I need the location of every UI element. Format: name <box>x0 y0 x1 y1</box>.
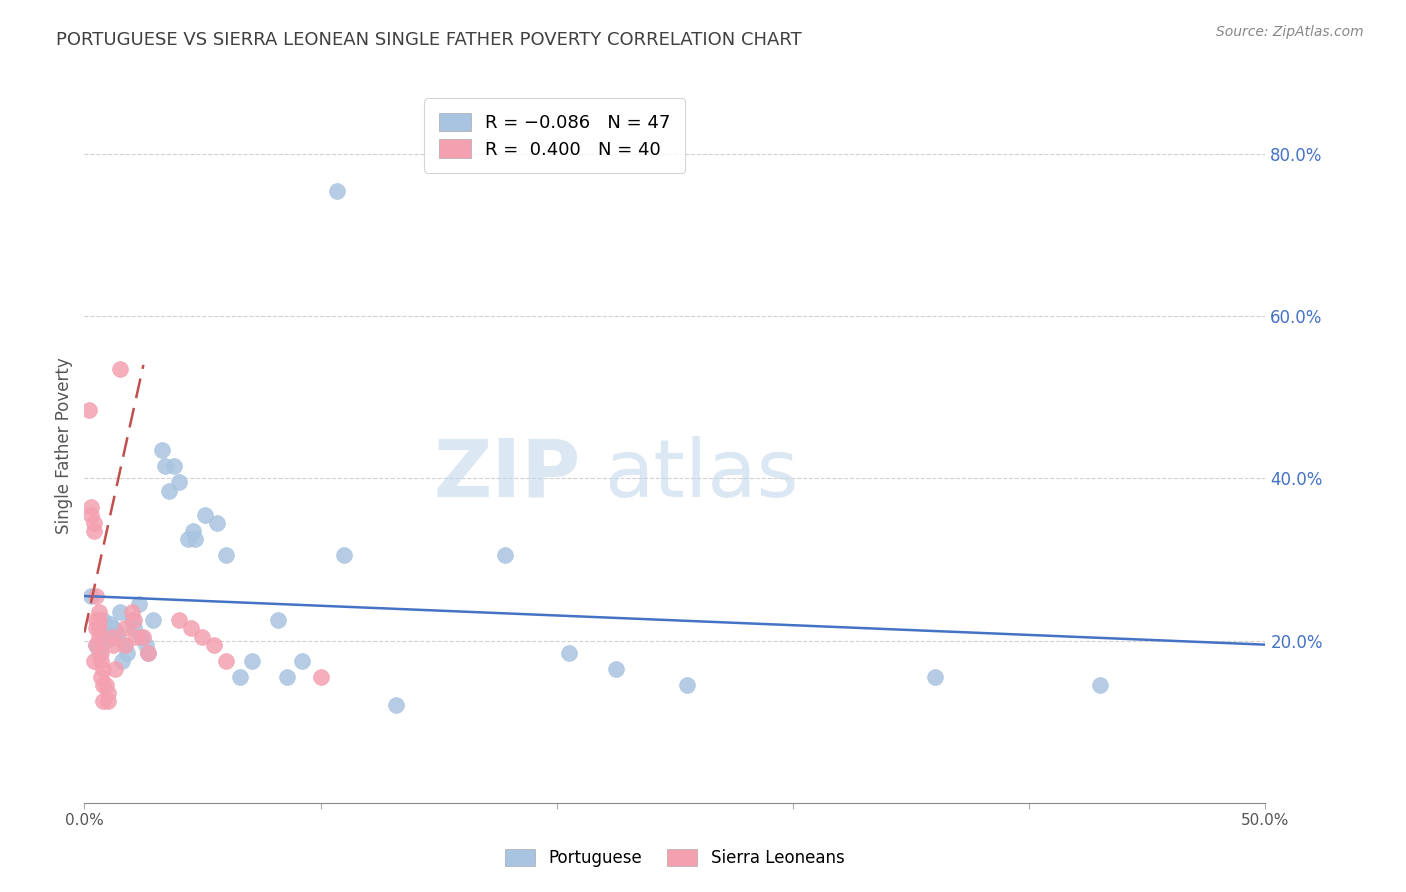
Point <box>108 605 131 619</box>
Point <box>142 613 165 627</box>
Point <box>557 646 579 660</box>
Point <box>150 443 173 458</box>
Point <box>90 646 112 660</box>
Point <box>91 694 114 708</box>
Point <box>163 459 186 474</box>
Point <box>80 500 103 514</box>
Point <box>167 475 190 490</box>
Point <box>291 654 314 668</box>
Point <box>229 670 252 684</box>
Point <box>80 589 103 603</box>
Point <box>77 402 100 417</box>
Point <box>97 694 120 708</box>
Point <box>122 613 145 627</box>
Point <box>114 638 136 652</box>
Point <box>153 459 176 474</box>
Point <box>125 630 148 644</box>
Point <box>83 654 105 668</box>
Point <box>309 670 332 684</box>
Point <box>276 670 298 684</box>
Point <box>114 638 136 652</box>
Point <box>111 654 134 668</box>
Point <box>83 516 105 530</box>
Text: ZIP: ZIP <box>433 435 581 514</box>
Point <box>194 508 217 522</box>
Point <box>202 638 225 652</box>
Point <box>333 549 356 563</box>
Point <box>87 622 110 636</box>
Point <box>84 622 107 636</box>
Point <box>605 662 627 676</box>
Point <box>121 605 143 619</box>
Point <box>135 638 157 652</box>
Point <box>108 362 131 376</box>
Point <box>91 662 114 676</box>
Point <box>494 549 516 563</box>
Point <box>84 638 107 652</box>
Point <box>87 605 110 619</box>
Point <box>180 622 202 636</box>
Point <box>90 625 112 640</box>
Point <box>675 678 697 692</box>
Point <box>129 630 152 644</box>
Point <box>83 524 105 538</box>
Point <box>91 613 114 627</box>
Point <box>385 698 408 713</box>
Point <box>84 589 107 603</box>
Text: atlas: atlas <box>605 435 799 514</box>
Point <box>240 654 263 668</box>
Point <box>136 646 159 660</box>
Point <box>90 654 112 668</box>
Point <box>177 533 200 547</box>
Point <box>326 184 349 198</box>
Point <box>157 483 180 498</box>
Point <box>98 617 121 632</box>
Point <box>1088 678 1111 692</box>
Point <box>114 622 136 636</box>
Point <box>167 613 190 627</box>
Point <box>104 630 127 644</box>
Point <box>121 613 143 627</box>
Point <box>132 630 155 644</box>
Point <box>84 638 107 652</box>
Point <box>101 638 124 652</box>
Point <box>87 646 110 660</box>
Point <box>205 516 228 530</box>
Point <box>80 508 103 522</box>
Point <box>97 622 120 636</box>
Point <box>107 625 129 640</box>
Point <box>101 630 124 644</box>
Point <box>115 646 138 660</box>
Point <box>122 622 145 636</box>
Point <box>90 670 112 684</box>
Point <box>181 524 204 538</box>
Point <box>87 613 110 627</box>
Text: Source: ZipAtlas.com: Source: ZipAtlas.com <box>1216 25 1364 39</box>
Point <box>101 622 124 636</box>
Point <box>136 646 159 660</box>
Point <box>128 597 150 611</box>
Point <box>91 678 114 692</box>
Point <box>267 613 290 627</box>
Text: PORTUGUESE VS SIERRA LEONEAN SINGLE FATHER POVERTY CORRELATION CHART: PORTUGUESE VS SIERRA LEONEAN SINGLE FATH… <box>56 31 801 49</box>
Legend: Portuguese, Sierra Leoneans: Portuguese, Sierra Leoneans <box>492 835 858 880</box>
Point <box>184 533 207 547</box>
Point <box>97 686 120 700</box>
Point <box>94 678 117 692</box>
Y-axis label: Single Father Poverty: Single Father Poverty <box>55 358 73 534</box>
Point <box>87 630 110 644</box>
Point <box>94 633 117 648</box>
Point <box>215 654 238 668</box>
Point <box>191 630 214 644</box>
Point <box>924 670 946 684</box>
Point <box>84 613 107 627</box>
Point <box>104 662 127 676</box>
Point <box>215 549 238 563</box>
